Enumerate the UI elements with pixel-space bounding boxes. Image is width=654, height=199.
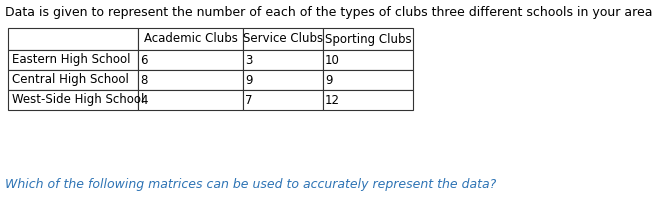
Text: 3: 3 (245, 54, 252, 66)
Bar (8, 28, 138, 50)
Bar (138, 90, 243, 110)
Text: Which of the following matrices can be used to accurately represent the data?: Which of the following matrices can be u… (5, 178, 496, 191)
Bar (323, 90, 413, 110)
Text: West-Side High School: West-Side High School (12, 94, 145, 106)
Bar (8, 70, 138, 90)
Bar (8, 50, 138, 70)
Bar (243, 70, 323, 90)
Bar (138, 50, 243, 70)
Text: 8: 8 (140, 73, 147, 87)
Bar (323, 28, 413, 50)
Bar (323, 70, 413, 90)
Bar (243, 90, 323, 110)
Text: Sporting Clubs: Sporting Clubs (324, 32, 411, 46)
Bar (243, 28, 323, 50)
Text: Service Clubs: Service Clubs (243, 32, 323, 46)
Bar (8, 90, 138, 110)
Bar (323, 50, 413, 70)
Text: Central High School: Central High School (12, 73, 129, 87)
Text: 9: 9 (245, 73, 252, 87)
Bar (138, 70, 243, 90)
Bar (138, 28, 243, 50)
Text: 12: 12 (325, 94, 340, 106)
Text: 6: 6 (140, 54, 148, 66)
Text: Eastern High School: Eastern High School (12, 54, 131, 66)
Text: 4: 4 (140, 94, 148, 106)
Text: 7: 7 (245, 94, 252, 106)
Text: Data is given to represent the number of each of the types of clubs three differ: Data is given to represent the number of… (5, 6, 654, 19)
Text: Academic Clubs: Academic Clubs (144, 32, 237, 46)
Text: 10: 10 (325, 54, 340, 66)
Text: 9: 9 (325, 73, 332, 87)
Bar (243, 50, 323, 70)
